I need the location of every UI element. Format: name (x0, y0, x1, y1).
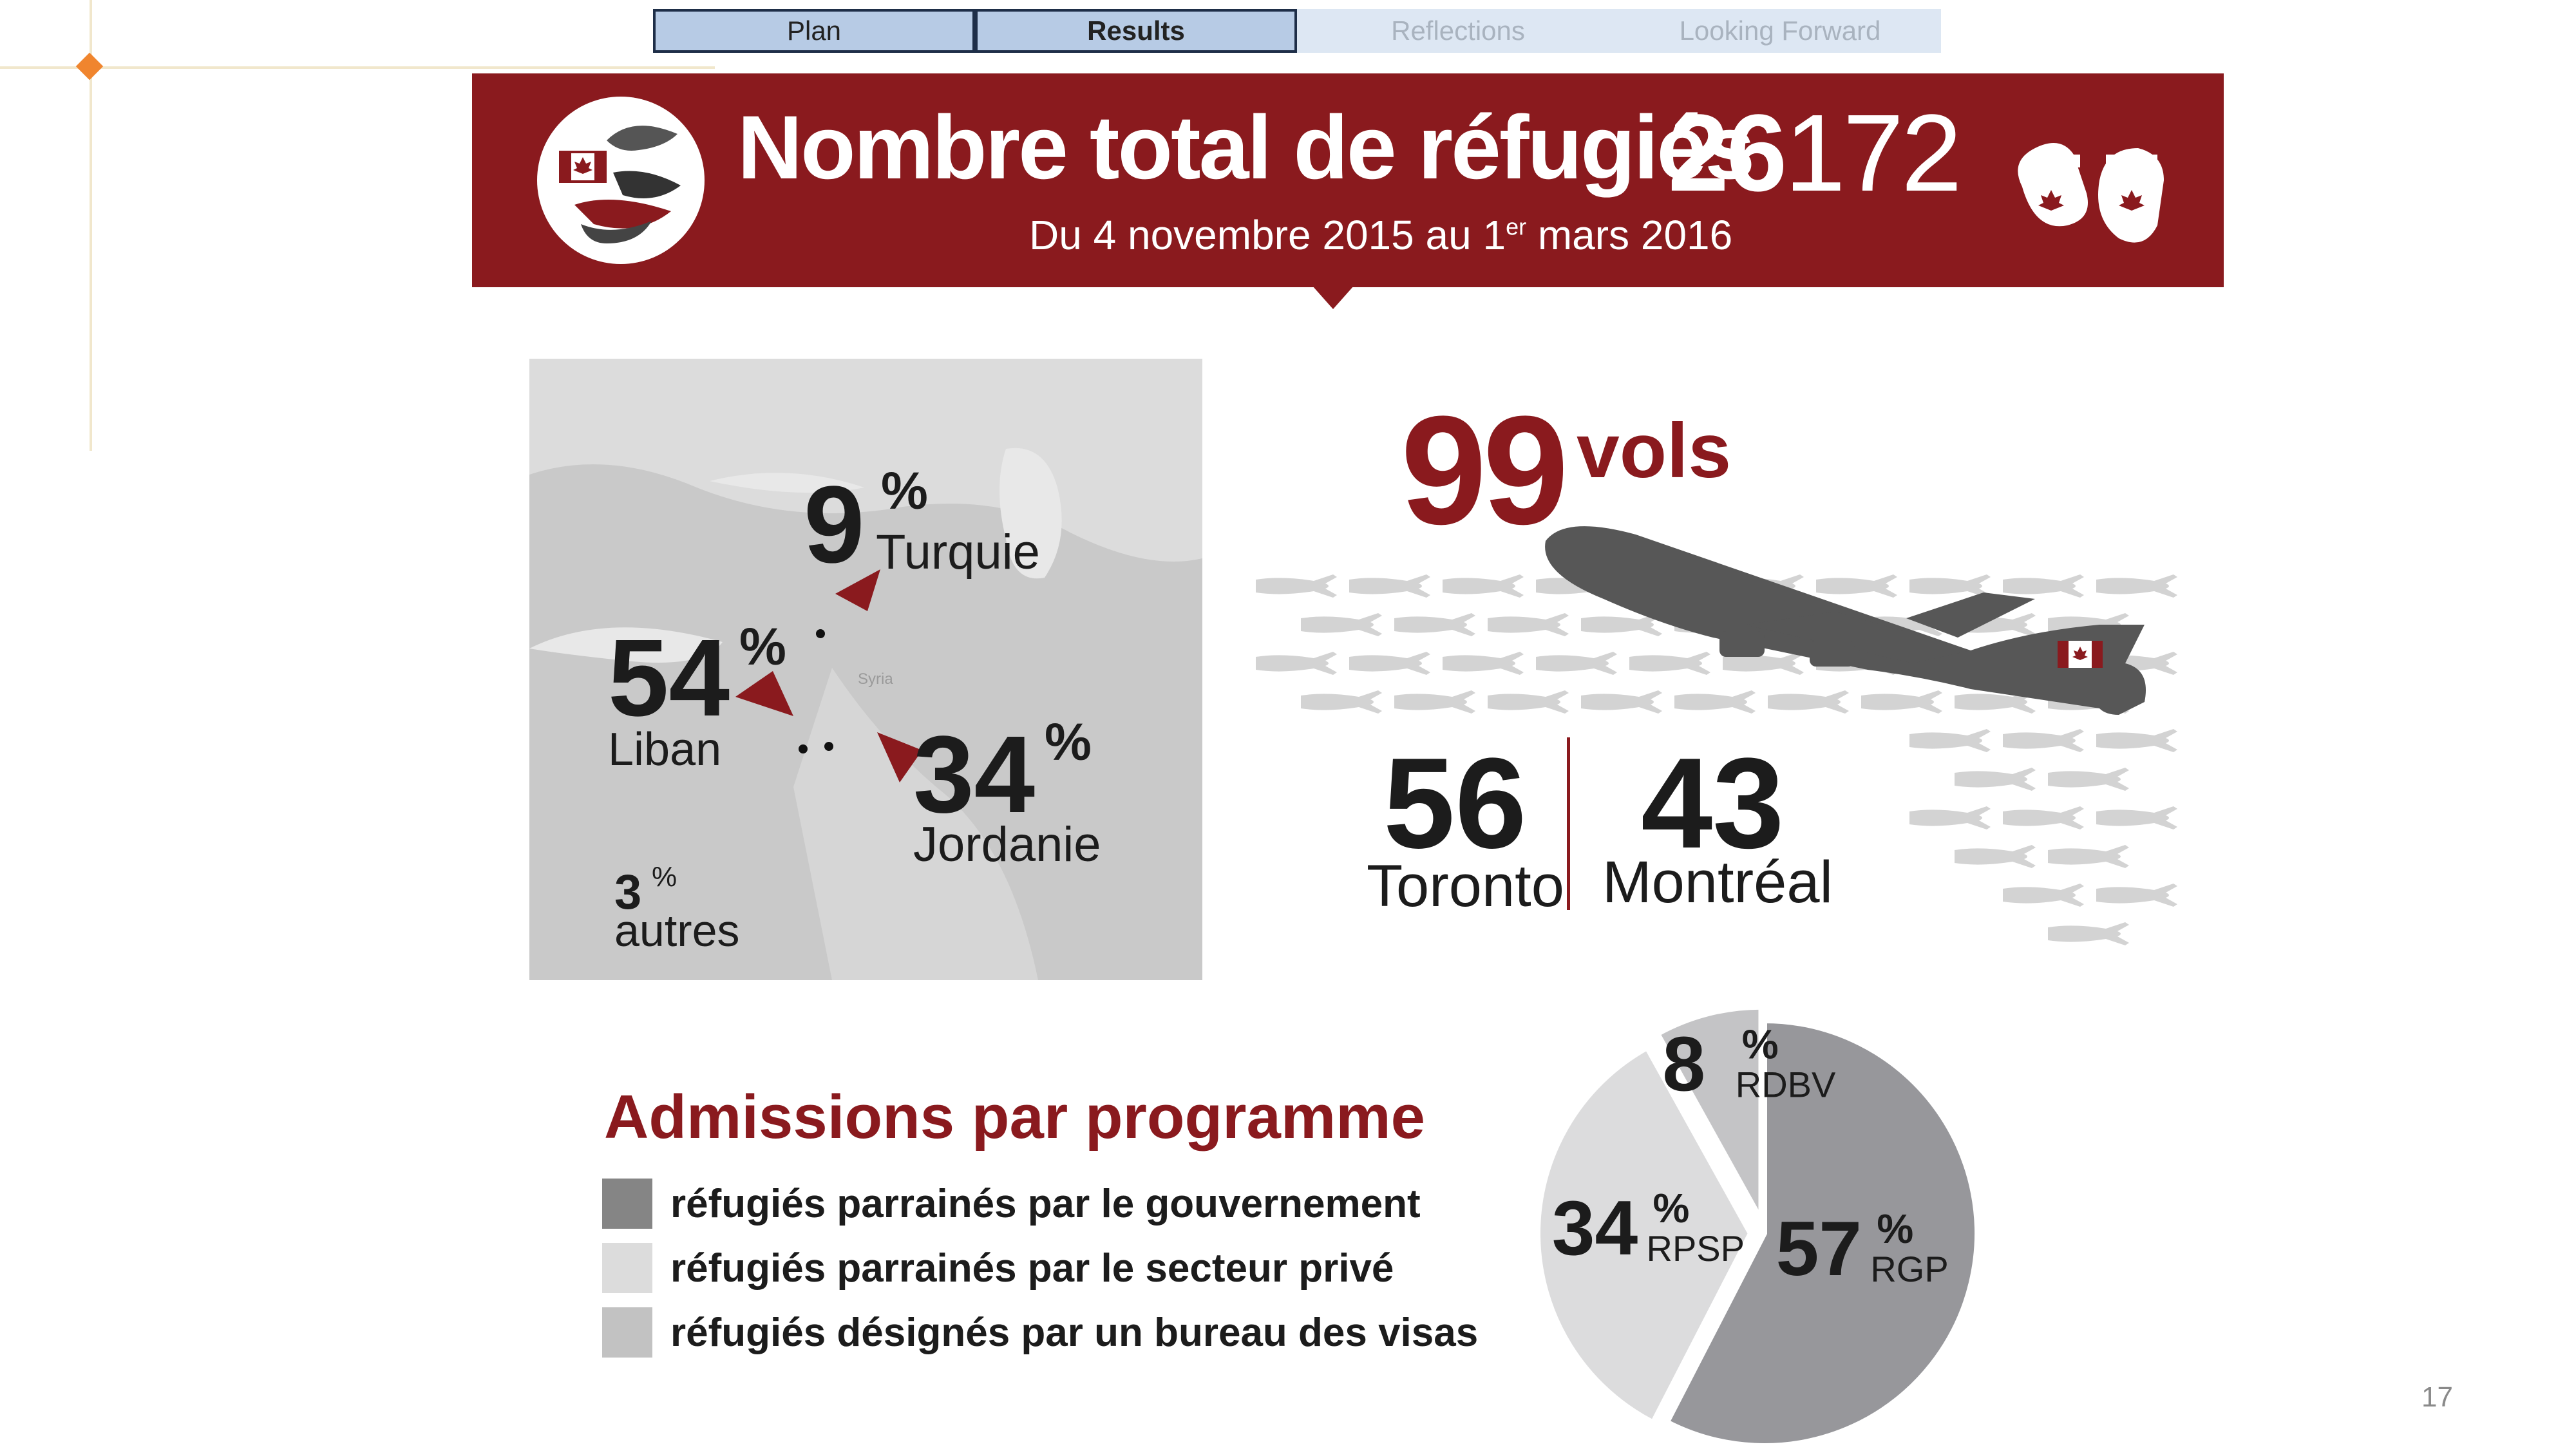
legend-item-visa-office: réfugiés désignés par un bureau des visa… (602, 1307, 1478, 1358)
flights-count: 99 (1401, 384, 1569, 556)
montreal-count: 43 (1641, 732, 1785, 875)
pie-slice-rdbv (1654, 1004, 1764, 1230)
pie-pct-rdbv: % (1742, 1021, 1779, 1068)
map-label-syria: Syria (858, 670, 893, 688)
banner-subtitle: Du 4 novembre 2015 au 1er mars 2016 (1029, 211, 1732, 259)
toronto-label: Toronto (1367, 853, 1564, 919)
others-value: 3 (614, 865, 642, 920)
page-number: 17 (2421, 1381, 2453, 1413)
legend-swatch-private (602, 1243, 652, 1293)
legend-item-government: réfugiés parrainés par le gouvernement (602, 1179, 1421, 1229)
pie-slice-rpsp (1535, 1044, 1754, 1426)
banner-title: Nombre total de réfugiés (737, 97, 1755, 198)
total-thousands: 26 (1668, 92, 1787, 214)
legend-label-government: réfugiés parrainés par le gouvernement (670, 1181, 1421, 1226)
turkey-value: 9 (804, 464, 865, 586)
pie-value-rgp: 57 (1776, 1206, 1862, 1292)
jordan-pct: % (1045, 713, 1092, 772)
pie-pct-rgp: % (1877, 1206, 1913, 1252)
mittens-icon (2018, 143, 2164, 243)
pie-value-rdbv: 8 (1662, 1021, 1705, 1108)
decorative-line-horizontal (0, 66, 715, 69)
legend-swatch-government (602, 1179, 652, 1229)
total-refugees: 26172 (1668, 90, 1962, 216)
legend-swatch-visa-office (602, 1307, 652, 1358)
legend-label-private: réfugiés parrainés par le secteur privé (670, 1245, 1394, 1291)
legend-item-private: réfugiés parrainés par le secteur privé (602, 1243, 1394, 1293)
hands-canada-icon (537, 97, 705, 264)
turkey-pct: % (881, 462, 928, 520)
lebanon-value: 54 (608, 617, 730, 739)
others-pct: % (652, 861, 677, 893)
subtitle-superscript: er (1506, 213, 1527, 240)
title-banner (472, 73, 2224, 287)
section-tabs: Plan Results Reflections Looking Forward (653, 9, 1941, 55)
orange-diamond-marker (75, 52, 104, 80)
turkey-label: Turquie (876, 525, 1040, 580)
banner-pointer (1312, 286, 1354, 309)
city-divider (1567, 737, 1570, 910)
subtitle-text: Du 4 novembre 2015 au 1 (1029, 212, 1506, 258)
others-label: autres (614, 905, 740, 956)
jordan-label: Jordanie (913, 817, 1101, 872)
pie-label-rgp: RGP (1870, 1249, 1948, 1289)
lebanon-pct: % (739, 618, 786, 676)
tab-results[interactable]: Results (975, 9, 1297, 53)
lebanon-label: Liban (608, 724, 722, 775)
tab-looking-forward[interactable]: Looking Forward (1619, 9, 1941, 53)
flights-label: vols (1577, 408, 1732, 494)
pie-label-rpsp: RPSP (1647, 1228, 1745, 1269)
total-units: 172 (1785, 92, 1962, 214)
tab-reflections[interactable]: Reflections (1297, 9, 1619, 53)
middle-east-map: Syria (529, 359, 1202, 980)
toronto-count: 56 (1383, 732, 1527, 875)
pie-value-rpsp: 34 (1552, 1185, 1638, 1271)
admissions-title: Admissions par programme (604, 1083, 1425, 1151)
pie-pct-rpsp: % (1653, 1185, 1690, 1231)
decorative-line-vertical (90, 0, 92, 451)
airplane-icon (1545, 526, 2146, 715)
pie-label-rdbv: RDBV (1736, 1065, 1836, 1105)
tab-plan[interactable]: Plan (653, 9, 975, 53)
subtitle-text-end: mars 2016 (1526, 212, 1733, 258)
jordan-value: 34 (913, 714, 1036, 836)
pie-slice-rgp (1663, 1018, 1980, 1446)
montreal-label: Montréal (1602, 849, 1833, 915)
legend-label-visa-office: réfugiés désignés par un bureau des visa… (670, 1310, 1479, 1355)
